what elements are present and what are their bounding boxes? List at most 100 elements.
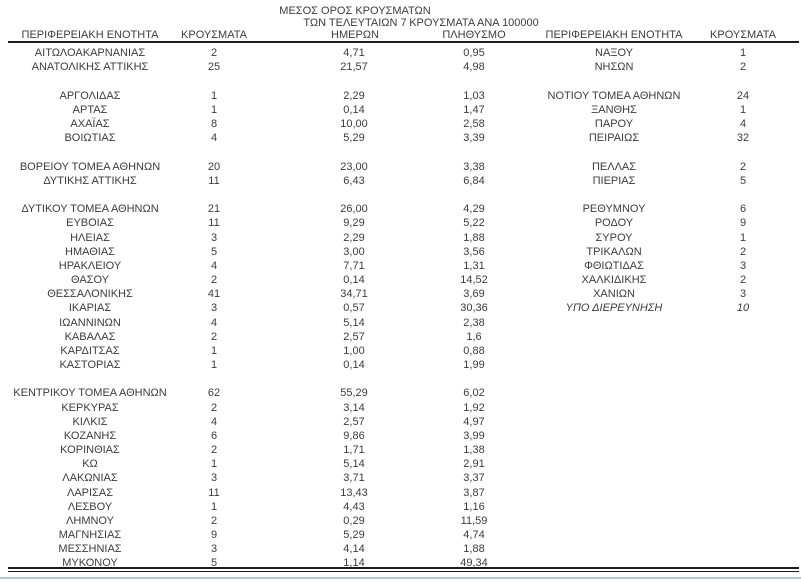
avg7-cell: 0,14 bbox=[343, 359, 365, 372]
cases-cell: 4 bbox=[210, 259, 218, 272]
avg7-cell: 1,00 bbox=[343, 344, 365, 357]
per100k-cell: 2,38 bbox=[463, 316, 485, 329]
cases-cell: 4 bbox=[210, 316, 218, 329]
region-name-cell: ΚΑΡΔΙΤΣΑΣ bbox=[60, 344, 120, 357]
avg7-cell: 5,29 bbox=[343, 132, 365, 145]
table-row: ΦΘΙΩΤΙΔΑΣ 3 bbox=[0, 259, 801, 273]
table-row: ΑΝΑΤΟΛΙΚΗΣ ΑΤΤΙΚΗΣ 25 21,57 4,98 bbox=[0, 60, 801, 74]
table-row: ΛΑΚΩΝΙΑΣ 3 3,71 3,37 bbox=[0, 471, 801, 485]
region-name-cell: ΚΕΡΚΥΡΑΣ bbox=[61, 401, 119, 414]
right-cases-column-header: ΚΡΟΥΣΜΑΤΑ bbox=[710, 28, 776, 41]
region-name-cell: ΠΕΙΡΑΙΩΣ bbox=[588, 132, 640, 145]
avg7-cell: 2,29 bbox=[343, 231, 365, 244]
cases-cell: 2 bbox=[739, 160, 747, 173]
avg7-cell: 3,00 bbox=[343, 245, 365, 258]
cases-cell: 2 bbox=[210, 47, 218, 60]
avg7-cell: 4,43 bbox=[343, 500, 365, 513]
cases-cell: 2 bbox=[210, 274, 218, 287]
per100k-cell: 1,88 bbox=[463, 231, 485, 244]
cases-cell: 6 bbox=[210, 429, 218, 442]
table-row: ΠΙΕΡΙΑΣ 5 bbox=[0, 174, 801, 188]
avg7-cell: 0,14 bbox=[343, 274, 365, 287]
per100k-cell: 4,29 bbox=[463, 203, 485, 216]
per100k-cell: 1,47 bbox=[463, 103, 485, 116]
region-name-cell: ΡΕΘΥΜΝΟΥ bbox=[582, 203, 646, 216]
table-row: ΘΕΣΣΑΛΟΝΙΚΗΣ 41 34,71 3,69 bbox=[0, 287, 801, 301]
table-row: ΑΡΤΑΣ 1 0,14 1,47 bbox=[0, 103, 801, 117]
region-name-cell: ΘΑΣΟΥ bbox=[70, 274, 110, 287]
cases-cell: 2 bbox=[210, 401, 218, 414]
table-row: ΝΟΤΙΟΥ ΤΟΜΕΑ ΑΘΗΝΩΝ 24 bbox=[0, 89, 801, 103]
per100k-cell: 2,58 bbox=[463, 118, 485, 131]
region-name-cell: ΒΟΡΕΙΟΥ ΤΟΜΕΑ ΑΘΗΝΩΝ bbox=[19, 160, 161, 173]
table-row: ΡΕΘΥΜΝΟΥ 6 bbox=[0, 202, 801, 216]
per100k-cell: 3,99 bbox=[463, 429, 485, 442]
per100k-cell: 3,87 bbox=[463, 486, 485, 499]
region-name-cell: ΑΡΤΑΣ bbox=[72, 103, 108, 116]
cases-cell: 1 bbox=[739, 231, 747, 244]
cases-cell: 4 bbox=[739, 118, 747, 131]
region-name-cell: ΚΑΒΑΛΑΣ bbox=[64, 330, 116, 343]
cases-cell: 9 bbox=[739, 217, 747, 230]
region-name-cell: ΥΠΟ ΔΙΕΡΕΥΝΗΣΗ bbox=[565, 302, 663, 315]
avg7-cell: 10,00 bbox=[340, 118, 368, 131]
region-name-cell: ΕΥΒΟΙΑΣ bbox=[66, 217, 114, 230]
avg7-cell: 2,57 bbox=[343, 415, 365, 428]
per100k-cell: 1,31 bbox=[463, 259, 485, 272]
per100k-cell: 11,59 bbox=[460, 514, 488, 527]
avg7-column-header: ΜΕΣΟΣ ΟΡΟΣ ΚΡΟΥΣΜΑΤΩΝ ΤΩΝ ΤΕΛΕΥΤΑΙΩΝ 7 Η… bbox=[264, 5, 446, 41]
region-name-cell: ΚΩ bbox=[82, 458, 98, 471]
region-name-cell: ΤΡΙΚΑΛΩΝ bbox=[586, 245, 642, 258]
per100k-cell: 1,03 bbox=[463, 89, 485, 102]
table-row: ΛΑΡΙΣΑΣ 11 13,43 3,87 bbox=[0, 486, 801, 500]
per100k-cell: 4,97 bbox=[463, 415, 485, 428]
per100k-cell: 14,52 bbox=[460, 274, 488, 287]
avg7-header-line1: ΜΕΣΟΣ ΟΡΟΣ ΚΡΟΥΣΜΑΤΩΝ bbox=[279, 5, 431, 17]
cases-cell: 5 bbox=[739, 174, 747, 187]
cases-cell: 2 bbox=[739, 61, 747, 74]
table-row: ΛΕΣΒΟΥ 1 4,43 1,16 bbox=[0, 500, 801, 514]
avg7-cell: 4,71 bbox=[343, 47, 365, 60]
per100k-cell: 1,38 bbox=[463, 444, 485, 457]
avg7-cell: 21,57 bbox=[340, 61, 368, 74]
region-name-cell: ΝΟΤΙΟΥ ΤΟΜΕΑ ΑΘΗΝΩΝ bbox=[547, 89, 681, 102]
region-name-cell: ΜΕΣΣΗΝΙΑΣ bbox=[58, 543, 122, 556]
avg7-cell: 34,71 bbox=[340, 288, 368, 301]
per100k-cell: 3,38 bbox=[463, 160, 485, 173]
table-row-empty bbox=[0, 188, 801, 202]
region-name-cell: ΙΩΑΝΝΙΝΩΝ bbox=[59, 316, 121, 329]
cases-cell: 1 bbox=[210, 500, 218, 513]
cases-cell: 3 bbox=[739, 259, 747, 272]
table-row: ΔΥΤΙΚΟΥ ΤΟΜΕΑ ΑΘΗΝΩΝ 21 26,00 4,29 bbox=[0, 202, 801, 216]
table-row: ΞΑΝΘΗΣ 1 bbox=[0, 103, 801, 117]
region-name-cell: ΣΥΡΟΥ bbox=[595, 231, 633, 244]
table-row: ΥΠΟ ΔΙΕΡΕΥΝΗΣΗ 10 bbox=[0, 301, 801, 315]
header-rule bbox=[8, 41, 799, 43]
avg7-cell: 3,71 bbox=[343, 472, 365, 485]
cases-cell: 4 bbox=[210, 132, 218, 145]
per100k-cell: 1,16 bbox=[463, 500, 485, 513]
right-region-column-header: ΠΕΡΙΦΕΡΕΙΑΚΗ ΕΝΟΤΗΤΑ bbox=[545, 28, 683, 41]
region-name-cell: ΞΑΝΘΗΣ bbox=[591, 103, 637, 116]
table-row: ΚΑΒΑΛΑΣ 2 2,57 1,6 bbox=[0, 330, 801, 344]
region-name-cell: ΧΑΛΚΙΔΙΚΗΣ bbox=[581, 274, 647, 287]
region-name-cell: ΡΟΔΟΥ bbox=[594, 217, 634, 230]
table-row: ΗΛΕΙΑΣ 3 2,29 1,88 bbox=[0, 231, 801, 245]
bottom-rule-thick bbox=[8, 567, 799, 569]
avg7-cell: 1,14 bbox=[343, 557, 365, 570]
region-name-cell: ΜΑΓΝΗΣΙΑΣ bbox=[58, 529, 122, 542]
avg7-cell: 3,14 bbox=[343, 401, 365, 414]
table-row: ΔΥΤΙΚΗΣ ΑΤΤΙΚΗΣ 11 6,43 6,84 bbox=[0, 174, 801, 188]
per100k-cell: 4,98 bbox=[463, 61, 485, 74]
table-row: ΚΙΛΚΙΣ 4 2,57 4,97 bbox=[0, 415, 801, 429]
per100k-cell: 0,95 bbox=[463, 47, 485, 60]
region-name-cell: ΦΘΙΩΤΙΔΑΣ bbox=[584, 259, 644, 272]
per100k-cell: 1,88 bbox=[463, 543, 485, 556]
avg7-cell: 2,29 bbox=[343, 89, 365, 102]
cases-cell: 2 bbox=[739, 245, 747, 258]
cases-cell: 3 bbox=[210, 302, 218, 315]
per100k-cell: 3,39 bbox=[463, 132, 485, 145]
cases-cell: 62 bbox=[207, 387, 221, 400]
per100k-cell: 1,99 bbox=[463, 359, 485, 372]
avg7-cell: 7,71 bbox=[343, 259, 365, 272]
